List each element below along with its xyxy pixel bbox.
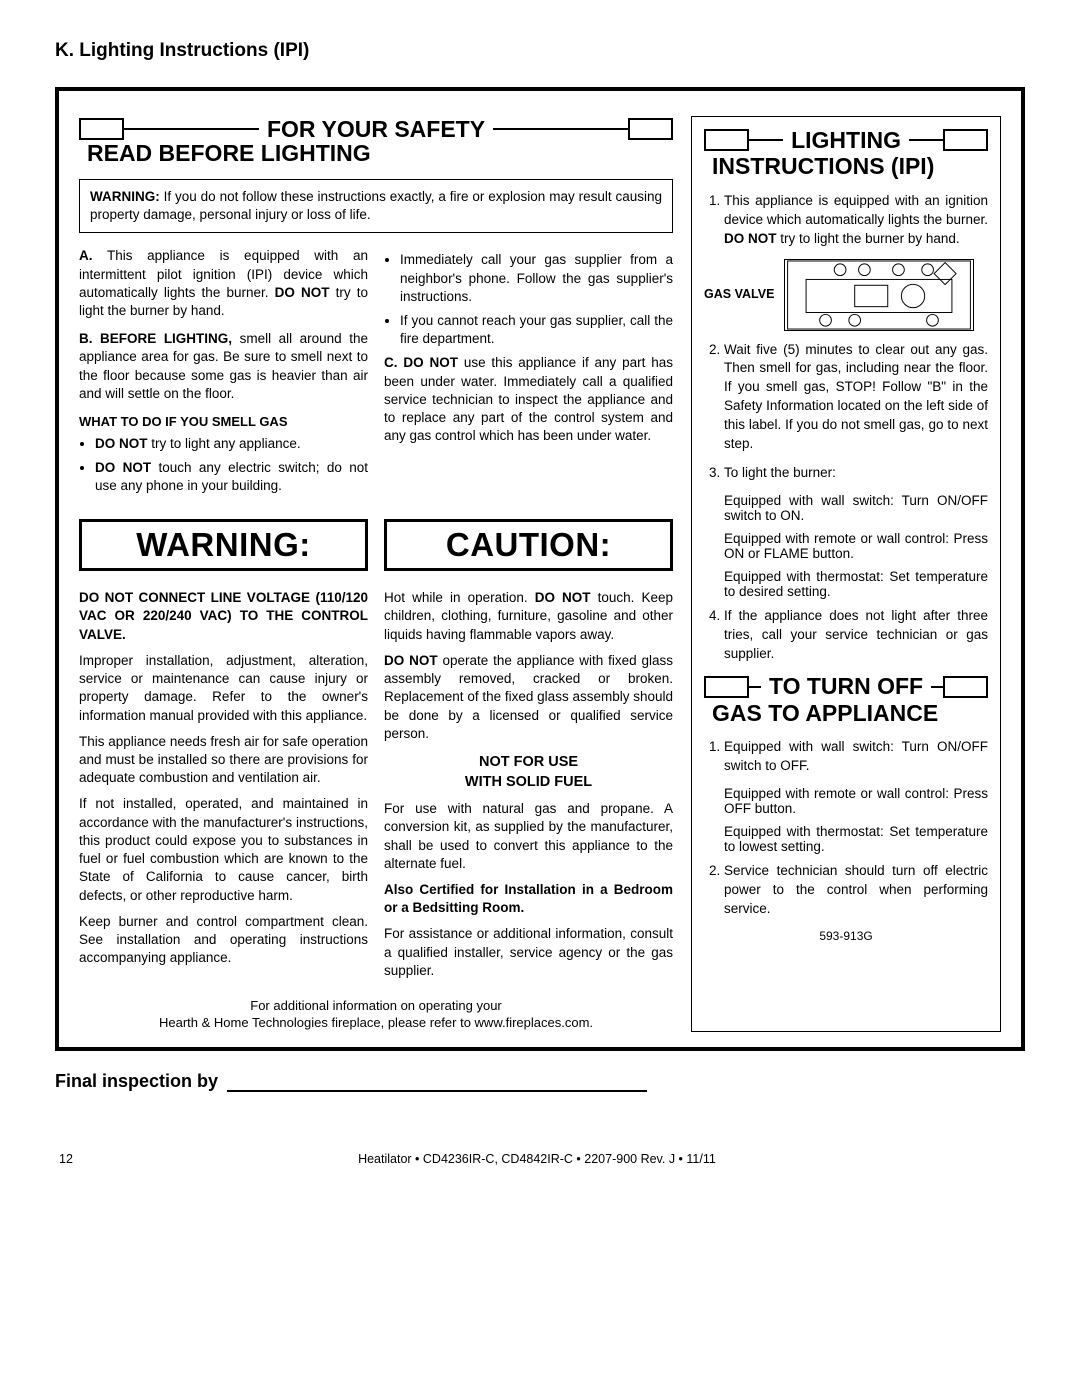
instructions-panel: FOR YOUR SAFETY READ BEFORE LIGHTING WAR… — [55, 87, 1025, 1051]
item-b: B. BEFORE LIGHTING, smell all around the… — [79, 330, 368, 403]
list-item: Immediately call your gas supplier from … — [400, 251, 673, 306]
decor-box-icon — [628, 118, 673, 140]
page-footer: 12 Heatilator • CD4236IR-C, CD4842IR-C •… — [55, 1152, 1025, 1176]
decor-box-icon — [79, 118, 124, 140]
list-item: If you cannot reach your gas supplier, c… — [400, 312, 673, 348]
caution-column: Hot while in operation. DO NOT touch. Ke… — [384, 581, 673, 988]
item-a: A. This appliance is equipped with an in… — [79, 247, 368, 320]
additional-info: For additional information on operating … — [79, 998, 673, 1032]
warning-box: WARNING: If you do not follow these inst… — [79, 179, 673, 233]
off-step-1: Equipped with wall switch: Turn ON/OFF s… — [724, 738, 988, 776]
final-inspection: Final inspection by — [55, 1071, 1025, 1092]
warning-text: If you do not follow these instructions … — [90, 189, 662, 222]
warning-label: WARNING: — [90, 189, 160, 204]
right-block: LIGHTING INSTRUCTIONS (IPI) This applian… — [691, 116, 1001, 1032]
warning-column: DO NOT CONNECT LINE VOLTAGE (110/120 VAC… — [79, 581, 368, 988]
part-number: 593-913G — [704, 929, 988, 943]
turnoff-steps: Equipped with wall switch: Turn ON/OFF s… — [704, 738, 988, 776]
item-c: C. DO NOT use this appliance if any part… — [384, 354, 673, 445]
lighting-steps: This appliance is equipped with an ignit… — [704, 192, 988, 249]
lighting-steps-cont: Wait five (5) minutes to clear out any g… — [704, 341, 988, 483]
signature-line — [227, 1090, 647, 1092]
safety-col-left: A. This appliance is equipped with an in… — [79, 247, 368, 501]
footer-center: Heatilator • CD4236IR-C, CD4842IR-C • 22… — [73, 1152, 1001, 1166]
safety-col-right: Immediately call your gas supplier from … — [384, 247, 673, 501]
step-4: If the appliance does not light after th… — [724, 607, 988, 664]
caution-big: CAUTION: — [384, 519, 673, 571]
safety-heading: FOR YOUR SAFETY READ BEFORE LIGHTING — [79, 116, 673, 167]
not-for-use-heading: NOT FOR USE WITH SOLID FUEL — [384, 753, 673, 792]
section-title: K. Lighting Instructions (IPI) — [55, 40, 1025, 62]
page: K. Lighting Instructions (IPI) FOR YOUR … — [0, 0, 1080, 1196]
warning-big: WARNING: — [79, 519, 368, 571]
safety-heading-l2: READ BEFORE LIGHTING — [79, 140, 379, 166]
safety-heading-l1: FOR YOUR SAFETY — [259, 116, 493, 142]
gas-valve-label: GAS VALVE — [704, 287, 774, 302]
step-1: This appliance is equipped with an ignit… — [724, 192, 988, 249]
smell-gas-heading: WHAT TO DO IF YOU SMELL GAS — [79, 413, 368, 431]
safety-columns: A. This appliance is equipped with an in… — [79, 247, 673, 501]
lighting-heading: LIGHTING INSTRUCTIONS (IPI) — [704, 127, 988, 180]
decor-box-icon — [704, 676, 749, 698]
gas-valve-diagram-icon — [784, 259, 974, 331]
decor-box-icon — [943, 676, 988, 698]
smell-gas-list: DO NOT try to light any appliance. DO NO… — [79, 435, 368, 496]
off-step-2: Service technician should turn off elect… — [724, 862, 988, 919]
list-item: DO NOT try to light any appliance. — [95, 435, 368, 453]
decor-box-icon — [704, 129, 749, 151]
turnoff-heading: TO TURN OFF GAS TO APPLIANCE — [704, 673, 988, 726]
page-number: 12 — [59, 1152, 73, 1166]
list-item: DO NOT touch any electric switch; do not… — [95, 459, 368, 495]
gas-valve-row: GAS VALVE — [704, 259, 988, 331]
big-labels-row: WARNING: CAUTION: — [79, 519, 673, 571]
decor-box-icon — [943, 129, 988, 151]
left-block: FOR YOUR SAFETY READ BEFORE LIGHTING WAR… — [79, 116, 673, 1032]
step-2: Wait five (5) minutes to clear out any g… — [724, 341, 988, 454]
step-3: To light the burner: — [724, 464, 988, 483]
